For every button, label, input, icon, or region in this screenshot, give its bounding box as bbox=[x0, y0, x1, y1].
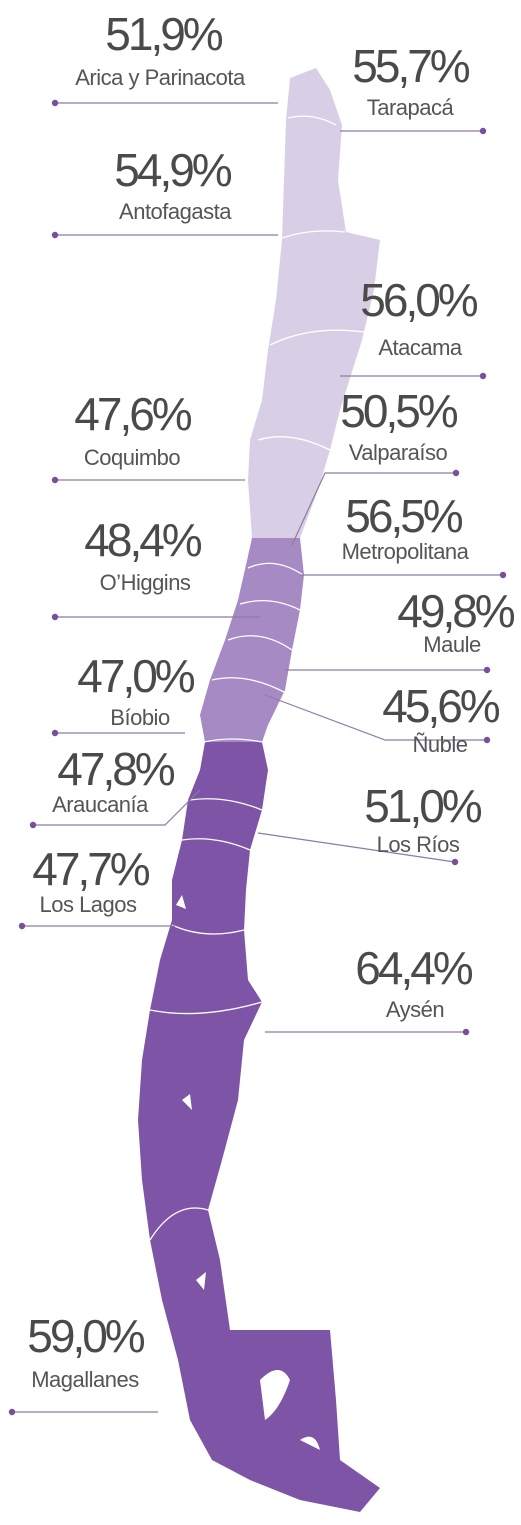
region-name: Arica y Parinacota bbox=[75, 65, 246, 90]
region-name: Bíobio bbox=[110, 705, 170, 730]
leader-dot bbox=[479, 127, 487, 135]
region-value: 59,0% bbox=[27, 1310, 145, 1362]
region-central bbox=[200, 538, 304, 742]
region-name: Los Ríos bbox=[377, 832, 460, 857]
region-name: Aysén bbox=[386, 997, 444, 1022]
leader-dot bbox=[51, 99, 59, 107]
region-value: 48,4% bbox=[84, 514, 202, 566]
region-name: Maule bbox=[423, 632, 481, 657]
region-value: 51,0% bbox=[364, 780, 482, 832]
region-value: 47,8% bbox=[57, 743, 175, 795]
region-value: 54,9% bbox=[114, 144, 232, 196]
region-name: Valparaíso bbox=[349, 440, 448, 465]
leader-dot bbox=[451, 858, 459, 866]
leader-dot bbox=[51, 231, 59, 239]
region-value: 47,6% bbox=[74, 388, 192, 440]
region-value: 47,7% bbox=[32, 843, 150, 895]
leader-dot bbox=[51, 729, 59, 737]
leader-dot bbox=[18, 922, 26, 930]
leader-line bbox=[291, 472, 456, 546]
region-name: Atacama bbox=[378, 335, 463, 360]
region-name: Metropolitana bbox=[342, 539, 470, 564]
leader-dot bbox=[499, 571, 507, 579]
region-north bbox=[248, 68, 380, 538]
region-name: Araucanía bbox=[52, 792, 149, 817]
region-name: Magallanes bbox=[31, 1367, 139, 1392]
region-value: 51,9% bbox=[105, 8, 223, 60]
region-name: Los Lagos bbox=[39, 892, 137, 917]
region-south bbox=[138, 742, 380, 1512]
leader-dot bbox=[51, 613, 59, 621]
region-value: 55,7% bbox=[352, 40, 470, 92]
region-value: 49,8% bbox=[397, 585, 515, 637]
region-name: Coquimbo bbox=[84, 445, 181, 470]
leader-dot bbox=[462, 1028, 470, 1036]
leader-line bbox=[257, 832, 456, 863]
region-value: 45,6% bbox=[382, 680, 500, 732]
leader-dot bbox=[452, 469, 460, 477]
chile-map bbox=[138, 68, 380, 1512]
leader-dot bbox=[29, 821, 37, 829]
leader-dot bbox=[483, 736, 491, 744]
region-name: O’Higgins bbox=[100, 570, 191, 595]
leader-dot bbox=[479, 372, 487, 380]
region-name: Ñuble bbox=[413, 732, 468, 757]
region-name: Tarapacá bbox=[367, 95, 455, 120]
region-value: 56,5% bbox=[345, 490, 463, 542]
leader-dot bbox=[8, 1408, 16, 1416]
leader-line bbox=[264, 694, 487, 741]
region-name: Antofagasta bbox=[119, 199, 232, 224]
leader-line bbox=[33, 789, 201, 826]
region-value: 47,0% bbox=[77, 650, 195, 702]
labels: 51,9% Arica y Parinacota 55,7% Tarapacá 54,9… bbox=[8, 8, 518, 1416]
region-borders bbox=[149, 115, 365, 1241]
leader-dot bbox=[51, 476, 59, 484]
region-value: 56,0% bbox=[360, 274, 478, 326]
leader-dot bbox=[483, 666, 491, 674]
region-value: 50,5% bbox=[340, 385, 458, 437]
region-value: 64,4% bbox=[355, 942, 473, 994]
